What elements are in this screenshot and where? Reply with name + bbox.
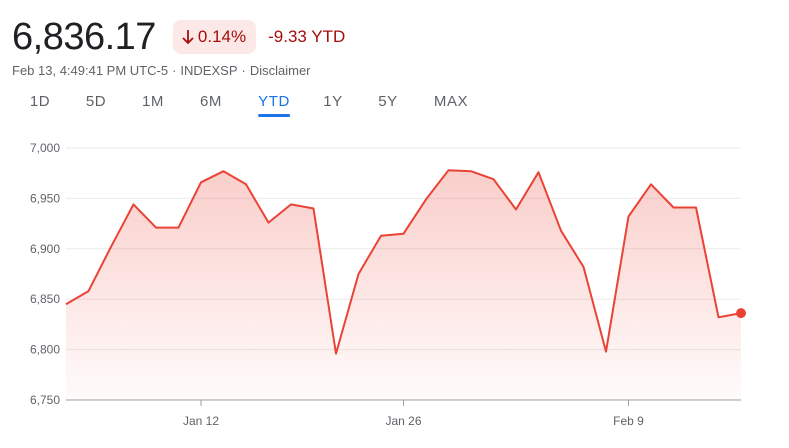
last-price-point (736, 308, 746, 319)
x-tick-label: Jan 12 (183, 414, 219, 428)
change-percent-badge: 0.14% (172, 20, 257, 54)
x-tick-label: Jan 26 (385, 414, 421, 428)
price-line (65, 169, 742, 355)
separator: · (172, 63, 177, 78)
timestamp: Feb 13, 4:49:41 PM UTC-5 (12, 63, 169, 78)
range-tab-1m[interactable]: 1M (141, 93, 165, 110)
range-tab-5d[interactable]: 5D (85, 93, 107, 110)
x-tick-label: Feb 9 (613, 414, 644, 428)
range-tab-1d[interactable]: 1D (29, 93, 51, 110)
arrow-down-icon (182, 30, 194, 45)
change-ytd: -9.33 YTD (268, 27, 346, 46)
range-tab-6m[interactable]: 6M (199, 93, 223, 110)
range-tab-ytd[interactable]: YTD (258, 90, 290, 117)
disclaimer-link[interactable]: Disclaimer (249, 63, 311, 78)
y-tick-label: 7,000 (30, 141, 60, 155)
range-tab-5y[interactable]: 5Y (378, 93, 398, 110)
y-tick-label: 6,900 (30, 242, 60, 256)
y-tick-label: 6,750 (30, 393, 60, 407)
y-tick-label: 6,850 (30, 292, 60, 306)
quote-header: 6,836.17 0.14% -9.33 YTD (12, 14, 345, 60)
change-percent: 0.14% (197, 27, 247, 46)
y-tick-label: 6,950 (30, 191, 60, 205)
separator: · (241, 63, 246, 78)
price-area-fill (66, 170, 741, 400)
quote-meta: Feb 13, 4:49:41 PM UTC-5 · INDEXSP · Disclai… (12, 63, 311, 78)
current-price: 6,836.17 (12, 16, 156, 58)
y-tick-label: 6,800 (30, 343, 60, 357)
range-tab-1y[interactable]: 1Y (323, 93, 343, 110)
exchange: INDEXSP (180, 63, 238, 78)
range-tab-max[interactable]: MAX (433, 93, 469, 110)
